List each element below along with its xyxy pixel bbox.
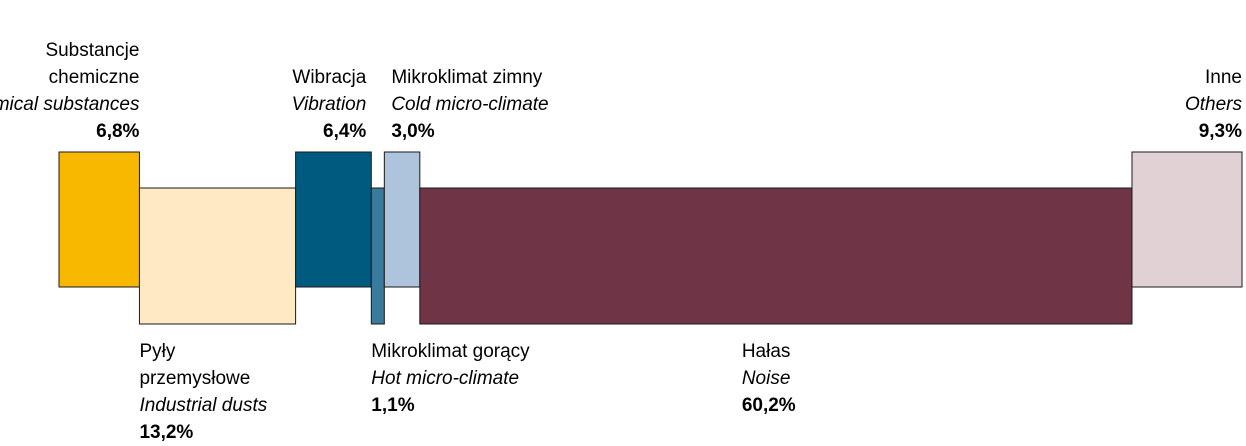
label-en: Others — [1184, 94, 1242, 115]
segment — [419, 187, 1133, 325]
label-pl: Mikroklimat gorący — [371, 341, 530, 362]
segment — [295, 151, 372, 288]
label-pl: Mikroklimat zimny — [391, 67, 543, 88]
segment-label: Wibracja Vibration 6,4% — [292, 64, 367, 145]
segment-label: Hałas Noise 60,2% — [742, 338, 796, 419]
label-en: Vibration — [291, 94, 367, 115]
label-pl: Pyły przemysłowe — [139, 341, 251, 389]
label-en: Hot micro-climate — [371, 368, 520, 389]
value-label: 6,8% — [96, 121, 140, 142]
segment-label: Pyły przemysłowe Industrial dusts 13,2% — [139, 338, 267, 446]
segment — [58, 151, 140, 288]
value-label: 6,4% — [323, 121, 367, 142]
segment — [1131, 151, 1243, 288]
segment — [138, 187, 297, 325]
value-label: 9,3% — [1198, 121, 1242, 142]
segment-label: Mikroklimat gorący Hot micro-climate 1,1% — [371, 338, 529, 419]
value-label: 1,1% — [371, 395, 415, 416]
label-pl: Substancje chemiczne — [45, 40, 140, 88]
value-label: 13,2% — [139, 422, 194, 443]
value-label: 60,2% — [741, 395, 796, 416]
label-en: Cold micro-climate — [391, 94, 549, 115]
label-en: Industrial dusts — [139, 395, 268, 416]
segment — [383, 151, 421, 288]
segment-label: Mikroklimat zimny Cold micro-climate 3,0% — [391, 64, 548, 145]
label-pl: Inne — [1205, 67, 1242, 88]
value-label: 3,0% — [391, 121, 435, 142]
segment-label: Substancje chemiczne Chemical substances 6… — [0, 37, 139, 145]
label-pl: Wibracja — [292, 67, 367, 88]
label-en: Chemical substances — [0, 94, 140, 115]
label-en: Noise — [741, 368, 791, 389]
segment — [370, 187, 385, 325]
segment-label: Inne Others 9,3% — [1185, 64, 1242, 145]
label-pl: Hałas — [741, 341, 791, 362]
